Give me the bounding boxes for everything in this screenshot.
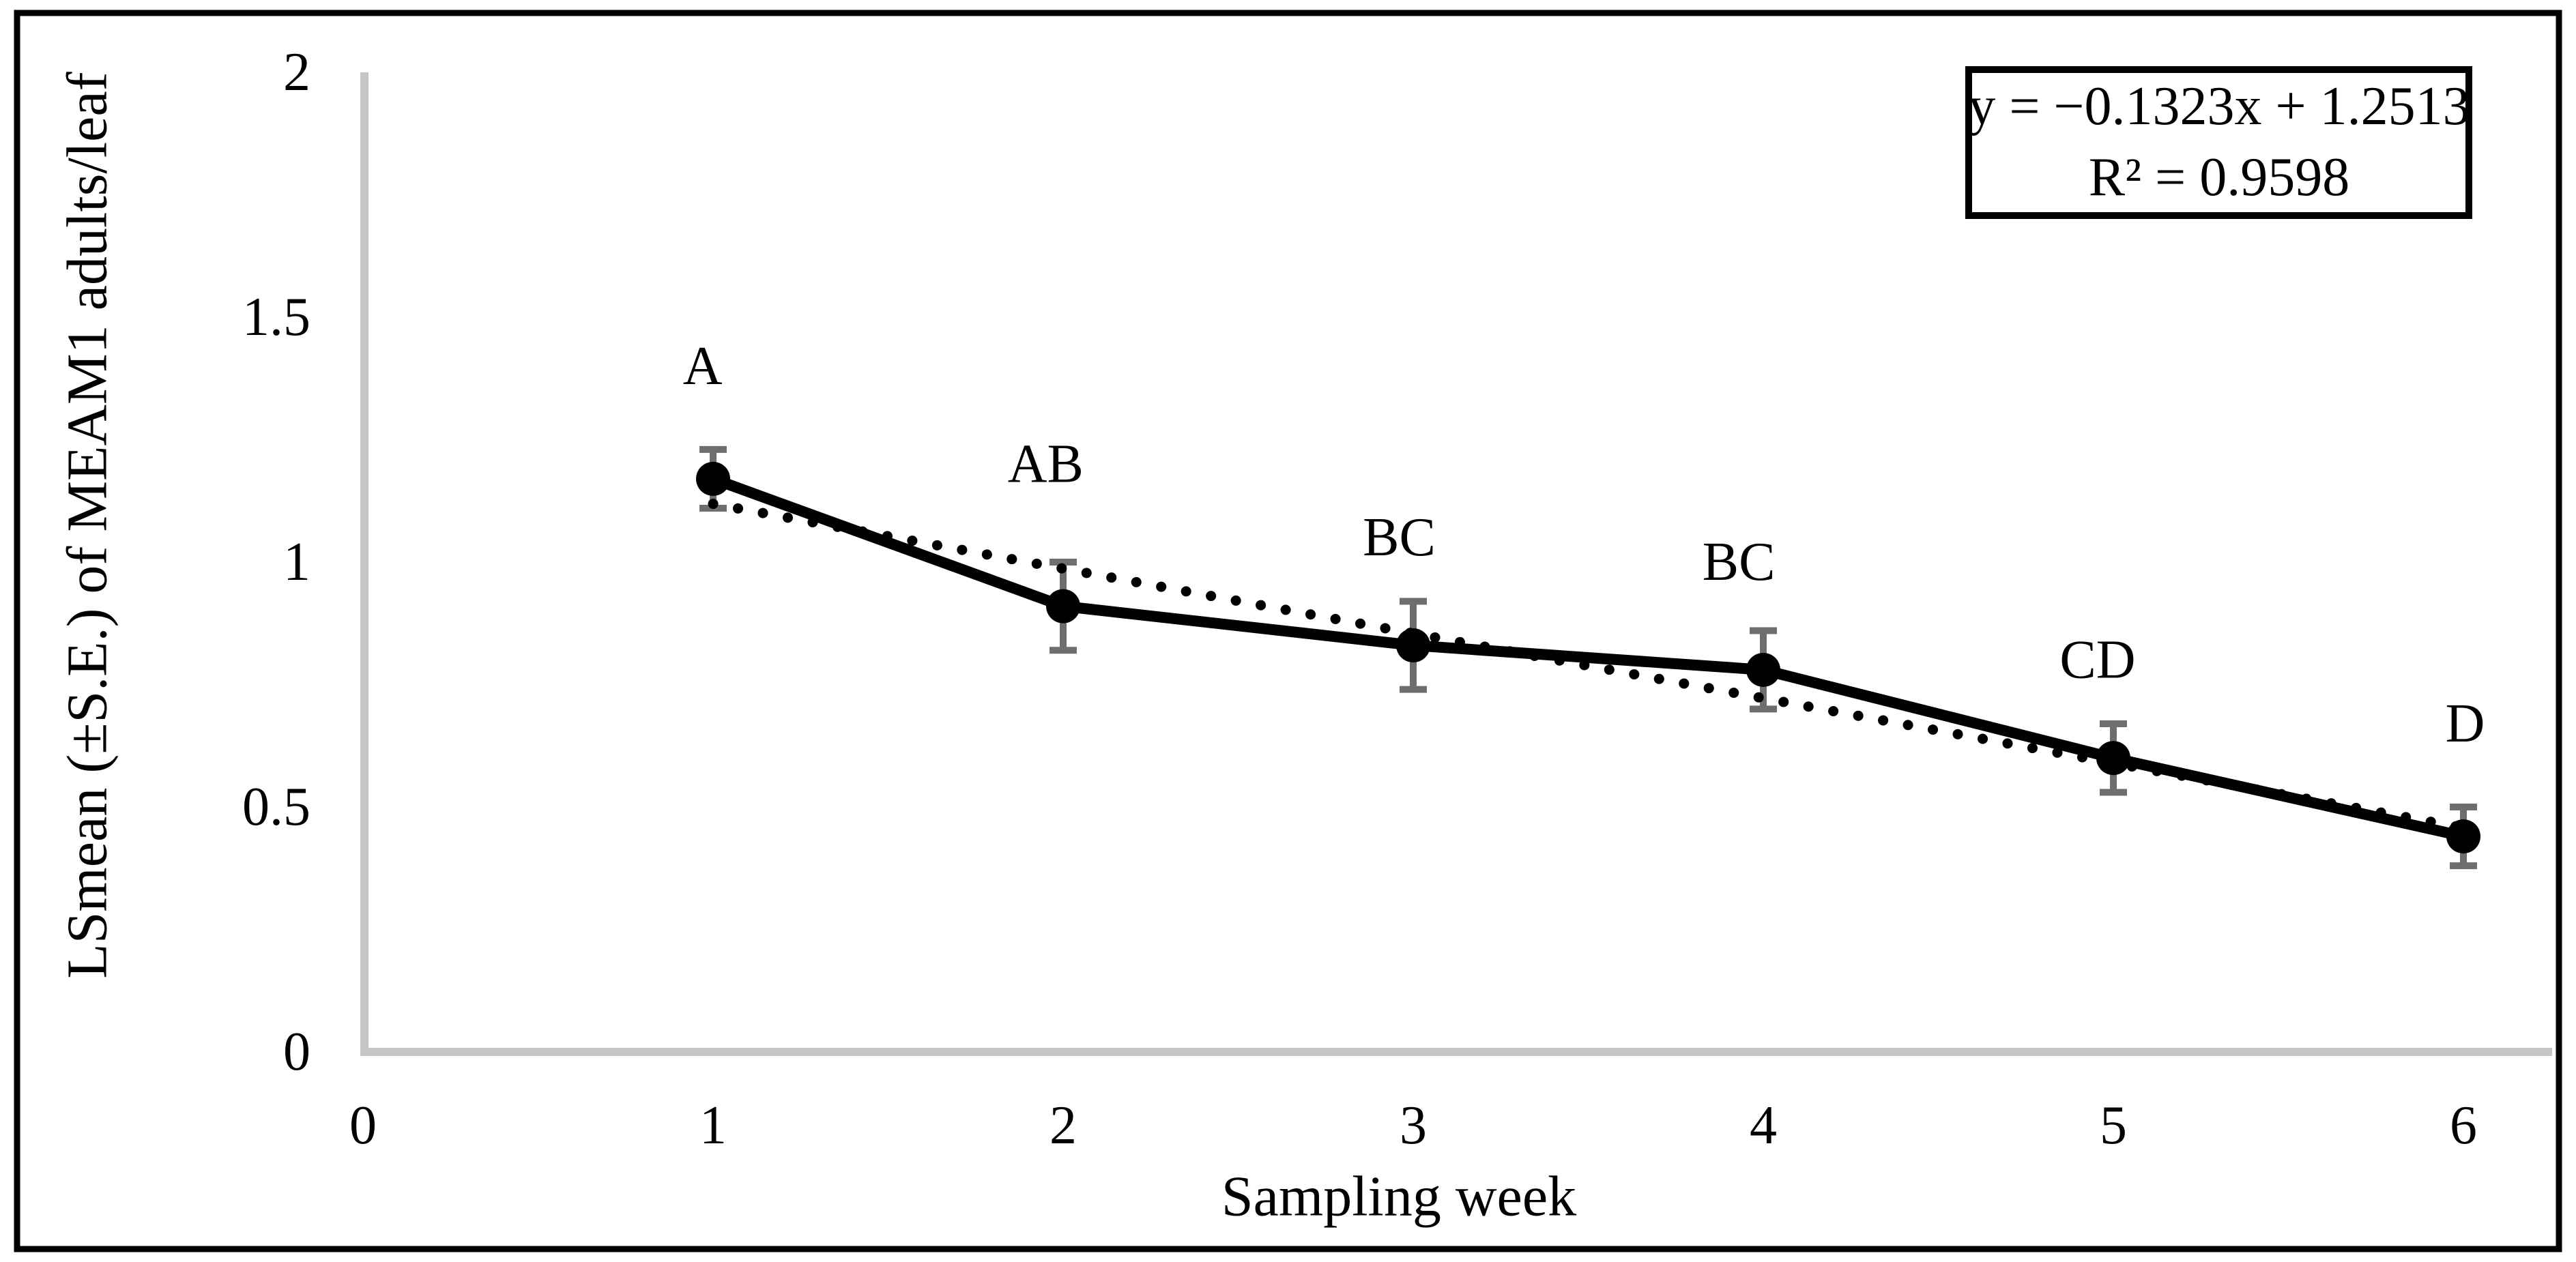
- series-layer: [711, 473, 2465, 842]
- trendline-layer: [708, 499, 2469, 834]
- figure-border: [14, 10, 2562, 1252]
- trendline-equation: y = −0.1323x + 1.2513: [1968, 76, 2470, 136]
- x-tick-label: 2: [1050, 1096, 1077, 1156]
- equation-box-border: [1965, 66, 2472, 219]
- markers-layer: [696, 461, 2480, 854]
- y-tick-label: 0: [283, 1022, 310, 1082]
- significance-label: BC: [1703, 532, 1776, 592]
- data-series-line: [711, 473, 2465, 842]
- significance-label: D: [2446, 694, 2485, 754]
- trendline: [708, 499, 2469, 834]
- equation-box: y = −0.1323x + 1.2513 R² = 0.9598: [1965, 66, 2472, 219]
- data-point-marker: [2446, 819, 2480, 854]
- x-tick-label: 1: [699, 1096, 727, 1156]
- x-tick-label: 4: [1750, 1096, 1777, 1156]
- point-labels-layer: A AB BC BC CD D: [683, 336, 2485, 754]
- significance-label: CD: [2059, 630, 2135, 690]
- y-axis-title: LSmean (±S.E.) of MEAM1 adults/leaf: [56, 72, 119, 978]
- significance-label: AB: [1008, 434, 1084, 494]
- y-tick-label: 1: [283, 532, 310, 592]
- data-point-marker: [1746, 652, 1780, 687]
- x-tick-labels: 0 1 2 3 4 5 6: [349, 1096, 2477, 1156]
- data-point-marker: [2096, 741, 2130, 776]
- significance-label: BC: [1363, 508, 1436, 568]
- x-tick-label: 6: [2450, 1096, 2477, 1156]
- y-tick-label: 0.5: [242, 777, 310, 837]
- y-tick-label: 1.5: [242, 287, 310, 347]
- r-squared-value: R² = 0.9598: [2089, 147, 2349, 207]
- x-tick-label: 3: [1400, 1096, 1427, 1156]
- data-point-marker: [696, 461, 730, 496]
- data-point-marker: [1046, 589, 1080, 623]
- x-tick-label: 5: [2100, 1096, 2127, 1156]
- data-point-marker: [1396, 628, 1430, 663]
- x-tick-label: 0: [349, 1096, 377, 1156]
- significance-label: A: [683, 336, 723, 396]
- y-tick-label: 2: [283, 42, 310, 102]
- y-tick-labels: 0 0.5 1 1.5 2: [242, 42, 310, 1082]
- x-axis-title: Sampling week: [1221, 1165, 1576, 1229]
